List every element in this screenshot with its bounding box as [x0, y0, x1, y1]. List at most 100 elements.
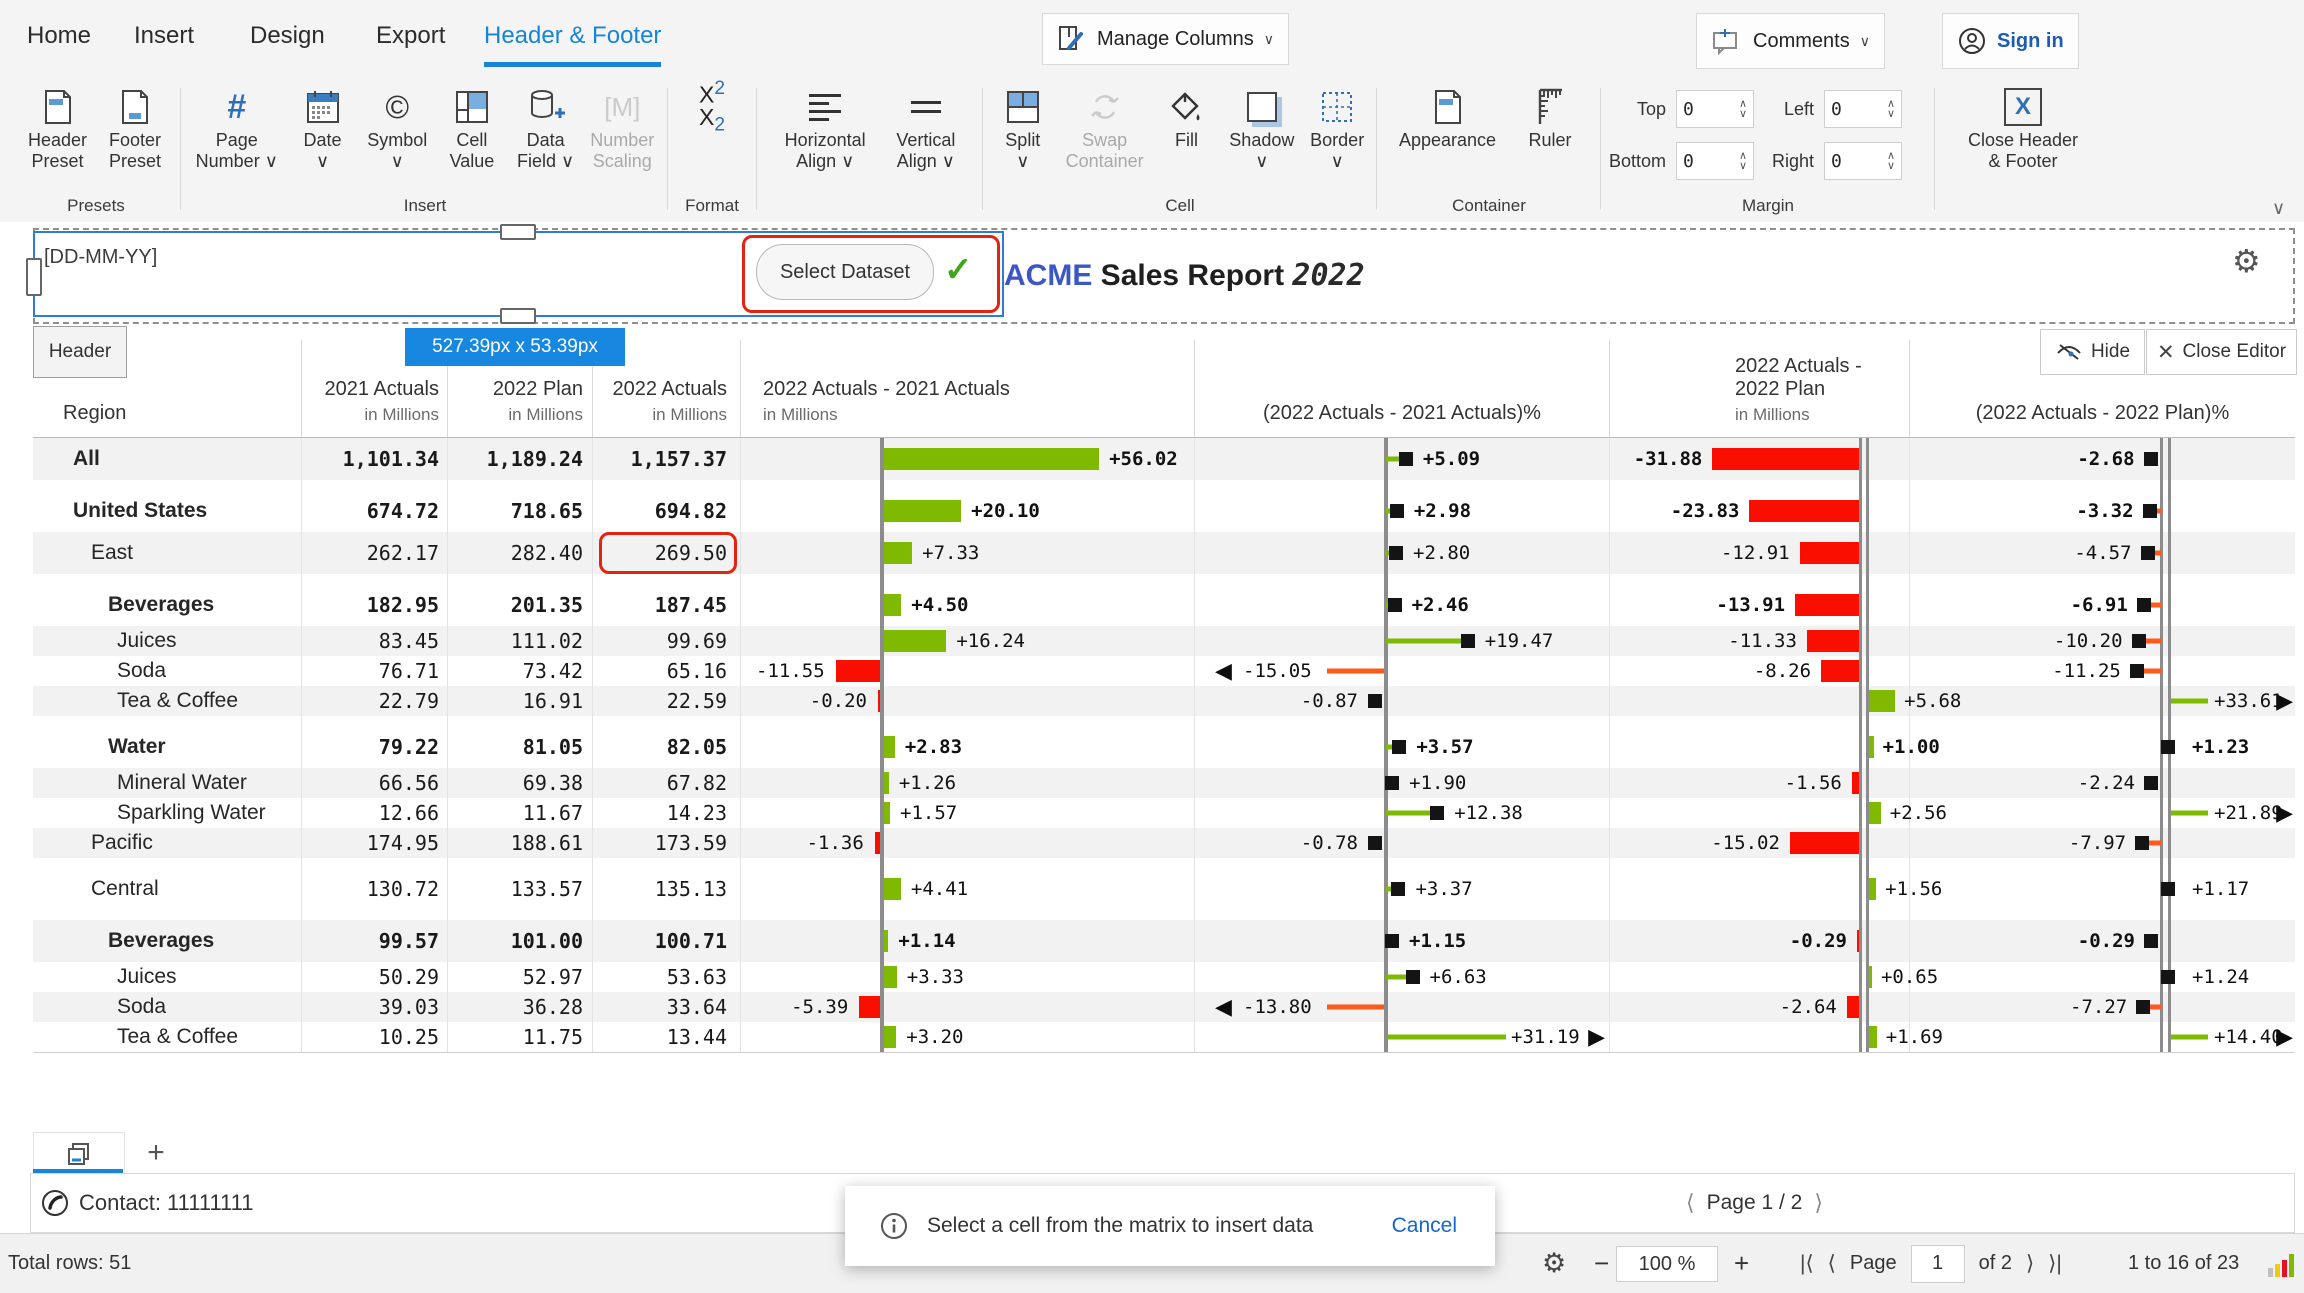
chart-cell[interactable]: +2.80 — [1195, 532, 1610, 574]
ribbon-btn-shadow[interactable]: Shadow∨ — [1223, 80, 1300, 176]
chart-cell[interactable]: +3.33 — [741, 962, 1195, 992]
ribbon-btn-data-field[interactable]: DataField ∨ — [511, 80, 581, 176]
value-cell[interactable]: 53.63 — [593, 962, 741, 992]
row-label-cell[interactable]: Central — [33, 868, 302, 910]
chart-cell[interactable]: +12.38 — [1195, 798, 1610, 828]
chart-cell[interactable]: -6.91 — [1910, 584, 2295, 626]
table-row[interactable]: Central130.72133.57135.13+4.41+3.37+1.56… — [33, 868, 2295, 910]
value-cell[interactable]: 39.03 — [302, 992, 448, 1022]
value-cell[interactable]: 99.69 — [593, 626, 741, 656]
ribbon-btn-footer-preset[interactable]: FooterPreset — [100, 80, 170, 176]
table-row[interactable]: Pacific174.95188.61173.59-1.36-0.78-15.0… — [33, 828, 2295, 858]
close-editor-button[interactable]: ✕ Close Editor — [2146, 329, 2297, 375]
chart-cell[interactable]: -10.20 — [1910, 626, 2295, 656]
value-cell[interactable]: 79.22 — [302, 726, 448, 768]
value-cell[interactable]: 130.72 — [302, 868, 448, 910]
ribbon-btn-fill[interactable]: Fill — [1151, 80, 1221, 155]
chart-cell[interactable]: +3.37 — [1195, 868, 1610, 910]
chart-cell[interactable]: -4.57 — [1910, 532, 2295, 574]
margin-top-input[interactable]: 0∧∨ — [1676, 90, 1754, 128]
chart-cell[interactable]: +3.57 — [1195, 726, 1610, 768]
spinner-arrows-icon[interactable]: ∧∨ — [1887, 151, 1895, 171]
chart-cell[interactable]: -2.24 — [1910, 768, 2295, 798]
chart-cell[interactable]: +4.50 — [741, 584, 1195, 626]
chart-cell[interactable]: +1.23 — [1910, 726, 2295, 768]
chart-cell[interactable]: +1.00 — [1610, 726, 1910, 768]
resize-handle-top[interactable] — [500, 224, 536, 240]
ribbon-btn-header-preset[interactable]: HeaderPreset — [22, 80, 93, 176]
ribbon-btn-page-number[interactable]: #PageNumber ∨ — [190, 80, 284, 176]
chart-cell[interactable]: -11.55 — [741, 656, 1195, 686]
ribbon-btn-horizontal-align[interactable]: HorizontalAlign ∨ — [779, 80, 872, 176]
chart-cell[interactable]: +2.98 — [1195, 490, 1610, 532]
value-cell[interactable]: 1,101.34 — [302, 438, 448, 480]
page-tab-active[interactable] — [33, 1132, 125, 1174]
chart-cell[interactable]: +56.02 — [741, 438, 1195, 480]
value-cell[interactable]: 14.23 — [593, 798, 741, 828]
ribbon-btn-format[interactable]: X2X2 — [677, 80, 747, 134]
first-page-button[interactable]: |⟨ — [1800, 1251, 1814, 1276]
chart-cell[interactable]: +16.24 — [741, 626, 1195, 656]
value-cell[interactable]: 76.71 — [302, 656, 448, 686]
cancel-link[interactable]: Cancel — [1392, 1214, 1457, 1238]
value-cell[interactable]: 73.42 — [448, 656, 593, 686]
row-label-cell[interactable]: All — [33, 438, 302, 480]
row-label-cell[interactable]: Pacific — [33, 828, 302, 858]
spinner-arrows-icon[interactable]: ∧∨ — [1887, 99, 1895, 119]
chart-cell[interactable]: +20.10 — [741, 490, 1195, 532]
chart-cell[interactable]: -13.91 — [1610, 584, 1910, 626]
header-section-tab[interactable]: Header — [33, 326, 127, 378]
next-page-button[interactable]: ⟩ — [2026, 1251, 2034, 1276]
comments-button[interactable]: Comments ∨ — [1696, 13, 1885, 69]
chart-cell[interactable]: -0.29 — [1910, 920, 2295, 962]
chart-cell[interactable]: -23.83 — [1610, 490, 1910, 532]
chart-cell[interactable]: -5.39 — [741, 992, 1195, 1022]
hide-button[interactable]: Hide — [2040, 329, 2145, 375]
chart-cell[interactable]: -11.25 — [1910, 656, 2295, 686]
value-cell[interactable]: 111.02 — [448, 626, 593, 656]
table-row[interactable]: Soda39.0336.2833.64-5.39◀-13.80-2.64-7.2… — [33, 992, 2295, 1022]
table-row[interactable]: United States674.72718.65694.82+20.10+2.… — [33, 490, 2295, 532]
value-cell[interactable]: 187.45 — [593, 584, 741, 626]
value-cell[interactable]: 22.59 — [593, 686, 741, 716]
date-placeholder-text[interactable]: [DD-MM-YY] — [44, 246, 157, 269]
resize-handle-bottom[interactable] — [500, 308, 536, 324]
zoom-in-button[interactable]: + — [1734, 1234, 1749, 1293]
row-label-cell[interactable]: Juices — [33, 626, 302, 656]
value-cell[interactable]: 174.95 — [302, 828, 448, 858]
value-cell[interactable]: 52.97 — [448, 962, 593, 992]
chart-cell[interactable]: +1.57 — [741, 798, 1195, 828]
table-row[interactable]: Sparkling Water12.6611.6714.23+1.57+12.3… — [33, 798, 2295, 828]
row-label-cell[interactable]: Water — [33, 726, 302, 768]
prev-page-icon[interactable]: ⟨ — [1686, 1190, 1695, 1216]
value-cell[interactable]: 269.50 — [593, 532, 741, 574]
value-cell[interactable]: 282.40 — [448, 532, 593, 574]
chart-cell[interactable]: +0.65 — [1610, 962, 1910, 992]
chart-cell[interactable]: +31.19▶ — [1195, 1022, 1610, 1052]
table-row[interactable]: Soda76.7173.4265.16-11.55◀-15.05-8.26-11… — [33, 656, 2295, 686]
chart-cell[interactable]: +1.14 — [741, 920, 1195, 962]
chart-cell[interactable]: +1.15 — [1195, 920, 1610, 962]
table-row[interactable]: East262.17282.40269.50+7.33+2.80-12.91-4… — [33, 532, 2295, 574]
chart-cell[interactable]: +5.09 — [1195, 438, 1610, 480]
value-cell[interactable]: 16.91 — [448, 686, 593, 716]
value-cell[interactable]: 36.28 — [448, 992, 593, 1022]
ribbon-tab-design[interactable]: Design — [250, 22, 325, 50]
settings-gear-icon[interactable]: ⚙ — [1542, 1234, 1566, 1293]
ribbon-btn-border[interactable]: Border∨ — [1302, 80, 1372, 176]
chart-cell[interactable]: -1.56 — [1610, 768, 1910, 798]
ribbon-tab-header-footer[interactable]: Header & Footer — [484, 22, 661, 67]
ribbon-tab-home[interactable]: Home — [27, 22, 91, 50]
chart-cell[interactable]: -11.33 — [1610, 626, 1910, 656]
ribbon-btn-vertical-align[interactable]: VerticalAlign ∨ — [890, 80, 961, 176]
value-cell[interactable]: 674.72 — [302, 490, 448, 532]
table-row[interactable]: Mineral Water66.5669.3867.82+1.26+1.90-1… — [33, 768, 2295, 798]
value-cell[interactable]: 83.45 — [302, 626, 448, 656]
table-row[interactable]: All1,101.341,189.241,157.37+56.02+5.09-3… — [33, 438, 2295, 480]
chart-cell[interactable]: -7.97 — [1910, 828, 2295, 858]
chart-cell[interactable]: +1.56 — [1610, 868, 1910, 910]
row-label-cell[interactable]: Sparkling Water — [33, 798, 302, 828]
row-label-cell[interactable]: Juices — [33, 962, 302, 992]
value-cell[interactable]: 262.17 — [302, 532, 448, 574]
value-cell[interactable]: 100.71 — [593, 920, 741, 962]
